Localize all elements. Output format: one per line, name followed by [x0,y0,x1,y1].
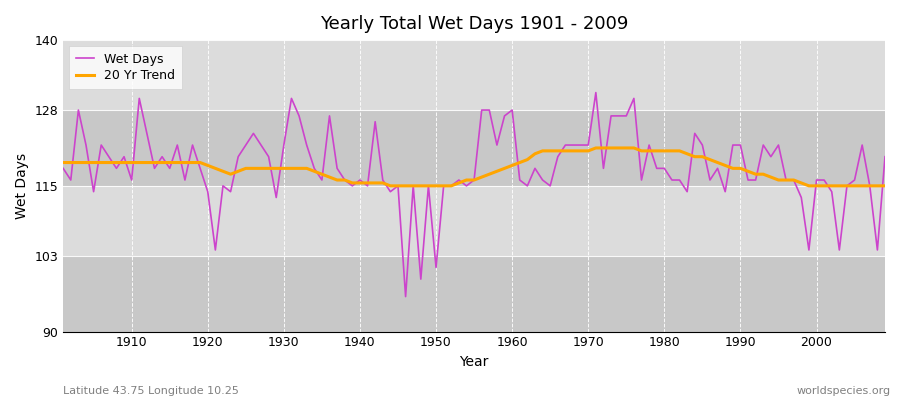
20 Yr Trend [385,184,396,188]
Wet Days [590,90,601,95]
20 Yr Trend [514,160,525,165]
Wet Days [119,154,130,159]
Text: worldspecies.org: worldspecies.org [796,386,891,396]
Text: Latitude 43.75 Longitude 10.25: Latitude 43.75 Longitude 10.25 [63,386,238,396]
20 Yr Trend [507,163,517,168]
Wet Days [879,154,890,159]
20 Yr Trend [332,178,343,182]
Title: Yearly Total Wet Days 1901 - 2009: Yearly Total Wet Days 1901 - 2009 [320,15,628,33]
Bar [63,256,885,332]
Wet Days [58,166,68,171]
20 Yr Trend [613,146,624,150]
Bar [63,40,885,110]
Line: Wet Days: Wet Days [63,92,885,297]
X-axis label: Year: Year [459,355,489,369]
Wet Days [507,108,517,112]
Bar [63,110,885,186]
Line: 20 Yr Trend: 20 Yr Trend [63,148,885,186]
Y-axis label: Wet Days: Wet Days [15,153,29,219]
20 Yr Trend [286,166,297,171]
Legend: Wet Days, 20 Yr Trend: Wet Days, 20 Yr Trend [69,46,182,89]
20 Yr Trend [58,160,68,165]
20 Yr Trend [590,146,601,150]
Wet Days [332,166,343,171]
20 Yr Trend [119,160,130,165]
Wet Days [286,96,297,101]
20 Yr Trend [879,184,890,188]
Wet Days [400,294,411,299]
Bar [63,186,885,256]
Wet Days [613,114,624,118]
Wet Days [514,178,525,182]
